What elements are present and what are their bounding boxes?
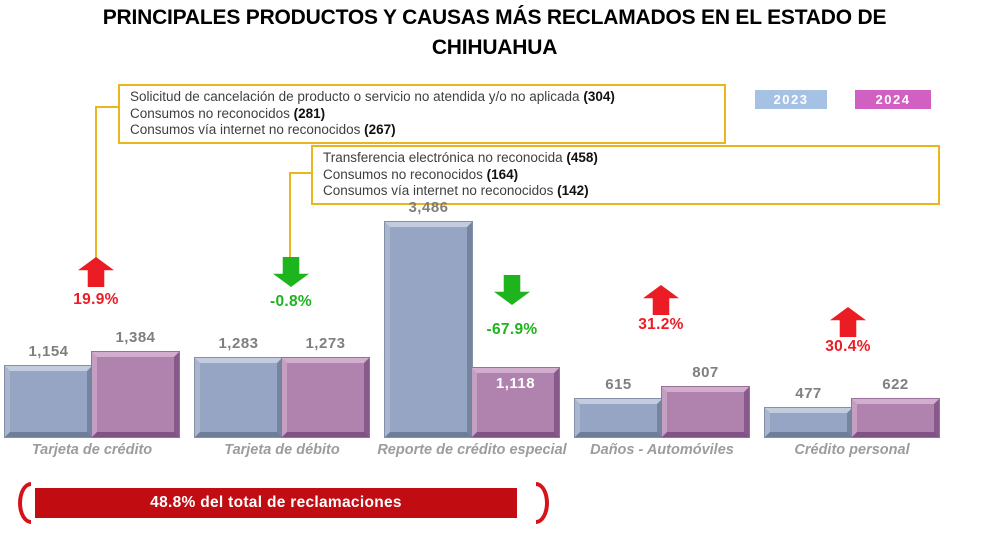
legend-chip-2023: 2023 [755,90,827,109]
right-bracket-icon [536,482,549,524]
arrow-down-icon [494,275,530,305]
bar-2023 [574,398,663,438]
callout-line: Consumos no reconocidos (164) [323,167,928,184]
cause-text: Consumos no reconocidos [130,105,290,121]
bar-value-label: 1,118 [495,375,536,392]
cause-count: (164) [486,166,519,182]
bar-2023 [384,221,473,438]
left-bracket-icon [18,482,31,524]
callout-credit-card-causes: Solicitud de cancelación de producto o s… [118,84,726,144]
bar-value-label: 622 [882,376,909,393]
bar-2024 [661,386,750,438]
bar-value-label: 1,154 [28,343,69,360]
cause-count: (281) [293,105,326,121]
bar-value-label: 1,273 [305,335,346,352]
callout-line: Transferencia electrónica no reconocida … [323,150,928,167]
bar-value-label: 477 [795,385,822,402]
callout-connector-horizontal-1 [95,106,120,108]
change-percentage: 30.4% [825,338,871,355]
bar-2023 [4,365,93,438]
category-label: Daños - Automóviles [590,442,734,458]
bar-value-label: 3,486 [408,199,449,216]
category-label: Crédito personal [794,442,910,458]
arrow-up-icon [78,257,114,287]
bar-value-label: 807 [692,364,719,381]
bar-2024 [281,357,370,438]
arrow-up-icon [830,307,866,337]
change-percentage: 31.2% [638,316,684,333]
bar-2024 [851,398,940,438]
bar-2023 [194,357,283,438]
callout-connector-vertical-1 [95,106,97,258]
bar-2024 [91,351,180,438]
cause-count: (304) [583,89,615,104]
change-percentage: -67.9% [486,321,538,338]
callout-connector-vertical-2 [289,172,291,258]
callout-debit-card-causes: Transferencia electrónica no reconocida … [311,145,940,205]
callout-line: Consumos no reconocidos (281) [130,106,714,123]
cause-text: Consumos no reconocidos [323,166,483,182]
change-percentage: -0.8% [270,293,312,310]
legend-chip-2024: 2024 [855,90,931,109]
change-percentage: 19.9% [73,291,119,308]
cause-count: (267) [364,122,396,137]
cause-text: Consumos vía internet no reconocidos [323,183,554,198]
bar-2023 [764,407,853,438]
page-title: PRINCIPALES PRODUCTOS Y CAUSAS MÁS RECLA… [102,6,887,59]
arrow-down-icon [273,257,309,287]
callout-line: Solicitud de cancelación de producto o s… [130,89,714,106]
category-label: Reporte de crédito especial [377,442,567,458]
cause-count: (458) [566,150,598,165]
cause-text: Consumos vía internet no reconocidos [130,122,361,137]
bar-value-label: 1,384 [115,329,156,346]
cause-count: (142) [557,183,589,198]
cause-text: Solicitud de cancelación de producto o s… [130,89,580,104]
callout-line: Consumos vía internet no reconocidos (14… [323,183,928,200]
bar-value-label: 1,283 [218,335,259,352]
bar-2024 [471,367,560,438]
arrow-up-icon [643,285,679,315]
category-label: Tarjeta de crédito [31,442,153,458]
callout-connector-horizontal-2 [289,172,313,174]
bar-value-label: 615 [605,376,632,393]
total-claims-banner: 48.8% del total de reclamaciones [35,488,517,518]
cause-text: Transferencia electrónica no reconocida [323,150,563,165]
callout-line: Consumos vía internet no reconocidos (26… [130,122,714,139]
category-label: Tarjeta de débito [224,442,340,458]
